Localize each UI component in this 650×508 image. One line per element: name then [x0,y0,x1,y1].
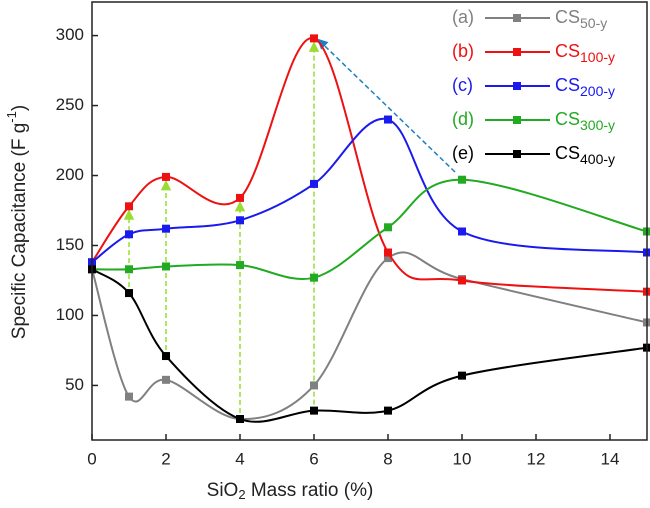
legend-name: CS [555,7,580,27]
series-line [91,251,648,421]
point [310,406,318,415]
legend-marker [513,82,521,90]
point [162,224,170,233]
legend-tag: (d) [452,109,474,129]
x-tick-label: 10 [453,449,472,468]
point [384,248,392,257]
legend-tag: (e) [452,143,474,163]
x-tick-label: 4 [235,449,244,468]
legend-label: CS400-y [555,143,615,167]
x-tick-label: 8 [383,449,392,468]
legend-marker [513,150,521,158]
x-tick-label: 12 [527,449,546,468]
point [384,115,392,124]
legend-label: CS200-y [555,75,615,99]
point [236,415,244,424]
y-tick-label: 150 [56,235,84,254]
trend-arrow [317,38,456,173]
y-label-rest: ) [9,105,30,111]
point [458,175,466,184]
y-tick-label: 200 [56,165,84,184]
legend-tag: (b) [452,41,474,61]
point [458,227,466,236]
point [310,34,318,43]
series-line [91,178,648,280]
point [125,392,133,401]
legend-label: CS50-y [555,7,607,31]
point [125,265,133,274]
legend-subscript: 300-y [580,117,615,133]
point [125,230,133,239]
y-label-main: Specific Capacitance (F g [9,123,30,340]
legend-name: CS [555,75,580,95]
x-tick-label: 0 [87,449,96,468]
x-tick-label: 6 [309,449,318,468]
point [458,371,466,380]
plot-frame [91,1,648,441]
legend-subscript: 200-y [580,83,615,99]
y-tick-label: 50 [65,375,84,394]
x-tick-label: 14 [601,449,620,468]
legend-name: CS [555,109,580,129]
plot-area [88,34,650,424]
legend-label: CS300-y [555,109,615,133]
legend-label: CS100-y [555,41,615,65]
legend-marker [513,14,521,22]
x-label-rest: Mass ratio (%) [246,480,374,501]
point [162,172,170,181]
legend-subscript: 50-y [580,15,607,31]
point [162,262,170,271]
x-label-main: SiO [207,480,239,501]
y-tick-label: 100 [56,305,84,324]
point [236,193,244,202]
legend: (a) CS50-y(b) CS100-y(c) CS200-y(d) CS300-y(… [452,7,615,167]
point [162,352,170,361]
point [162,375,170,384]
y-label-sup: -1 [4,111,19,123]
series-line [91,268,648,423]
point [310,381,318,390]
x-tick-label: 2 [161,449,170,468]
legend-tag: (a) [452,7,474,27]
legend-marker [513,48,521,56]
x-label-sub: 2 [238,487,245,502]
y-axis-label: Specific Capacitance (F g-1) [4,105,30,339]
point [236,216,244,225]
legend-tag: (c) [452,75,473,95]
point [310,179,318,188]
point [384,223,392,232]
legend-subscript: 400-y [580,151,615,167]
point [310,273,318,282]
legend-marker [513,116,521,124]
point [236,261,244,270]
legend-subscript: 100-y [580,49,615,65]
x-axis-label: SiO2 Mass ratio (%) [207,480,374,502]
legend-name: CS [555,143,580,163]
y-tick-label: 300 [56,25,84,44]
point [125,202,133,211]
point [125,289,133,298]
point [458,276,466,285]
point [384,254,392,263]
point [384,406,392,415]
y-tick-label: 250 [56,95,84,114]
legend-name: CS [555,41,580,61]
